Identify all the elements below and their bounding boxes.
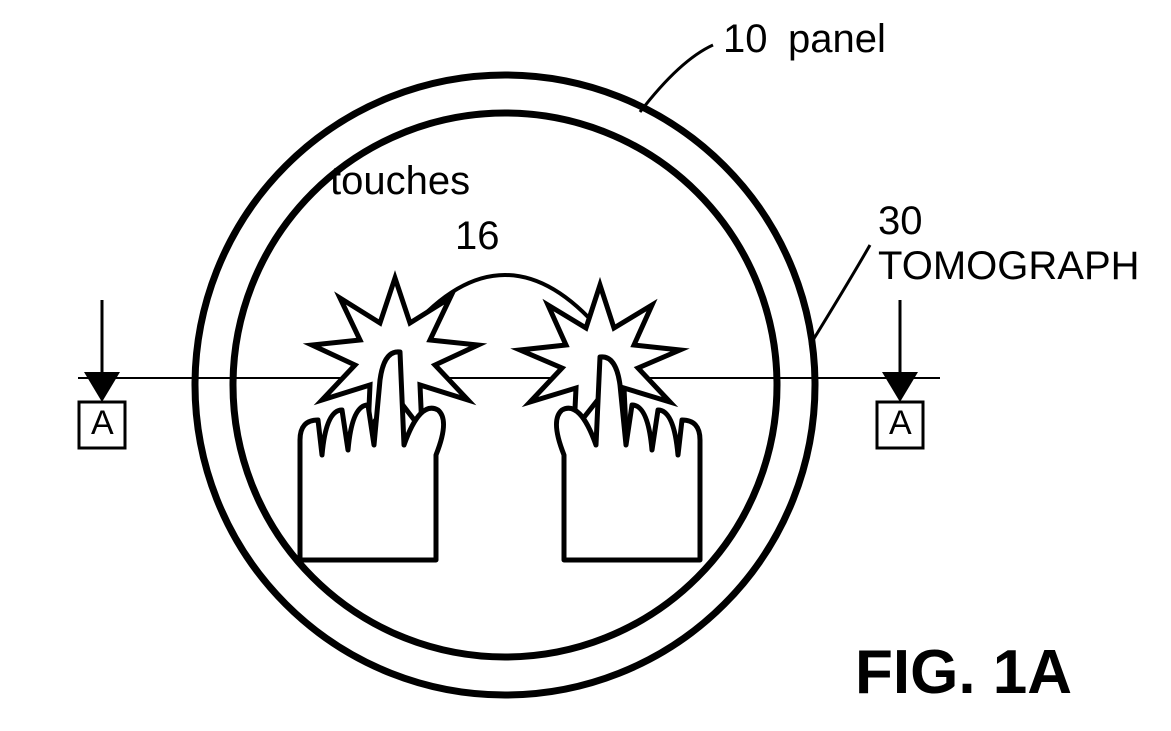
label-tomo-num: 30	[878, 200, 923, 242]
leader-tomograph	[810, 245, 870, 345]
figure-title: FIG. 1A	[855, 640, 1072, 705]
outer-circle	[195, 75, 815, 695]
label-tomo-word: TOMOGRAPH	[878, 245, 1140, 287]
diagram-canvas	[0, 0, 1171, 731]
label-panel-word: panel	[788, 18, 886, 60]
label-touches: touches	[330, 160, 470, 202]
leader-panel	[640, 45, 713, 112]
label-section-a-right: A	[889, 406, 912, 442]
label-section-a-left: A	[91, 406, 114, 442]
inner-circle	[233, 113, 777, 657]
label-touches-num: 16	[455, 215, 500, 257]
label-panel-num: 10	[723, 18, 768, 60]
